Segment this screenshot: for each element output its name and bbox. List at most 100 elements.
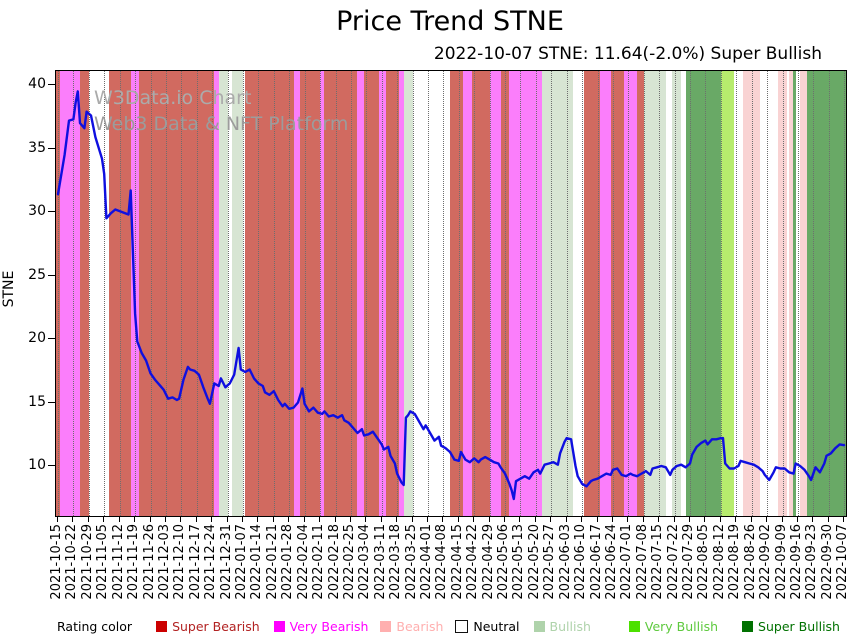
y-tick-mark (48, 211, 55, 212)
y-tick-mark (48, 338, 55, 339)
legend-item-bullish: Bullish (533, 618, 591, 634)
rating-band-bearish (789, 71, 794, 516)
x-tick-mark (488, 516, 490, 522)
legend-label-very_bullish: Very Bullish (644, 618, 719, 634)
x-tick-label: 2022-01-21 (264, 524, 280, 600)
x-tick-label: 2022-03-25 (403, 524, 419, 600)
gridline (212, 71, 214, 516)
plot-area: W3Data.io Chart Web3 Data & NFT Platform (55, 70, 847, 517)
gridline (227, 71, 229, 516)
rating-band-very_bearish (599, 71, 611, 516)
rating-band-super_bearish (364, 71, 380, 516)
x-tick-label: 2022-06-17 (588, 524, 604, 600)
x-tick-label: 2022-03-11 (372, 524, 388, 600)
x-tick-mark (226, 516, 228, 522)
x-tick-mark (319, 516, 320, 522)
x-tick-label: 2022-02-18 (326, 524, 342, 600)
x-tick-label: 2021-10-22 (64, 524, 80, 600)
x-tick-label: 2022-04-22 (465, 524, 481, 600)
gridline (489, 71, 491, 516)
x-tick-mark (766, 516, 767, 522)
gridline (165, 71, 167, 516)
x-tick-label: 2022-01-28 (280, 524, 296, 600)
legend-item-bearish: Bearish (380, 619, 443, 634)
rating-band-very_bearish (60, 71, 80, 516)
x-tick-label: 2021-10-15 (49, 524, 64, 600)
x-tick-mark (473, 516, 475, 522)
gridline (797, 71, 799, 516)
x-tick-mark (149, 516, 151, 522)
x-tick-label: 2021-12-10 (172, 524, 188, 600)
x-tick-mark (164, 516, 166, 522)
x-tick-label: 2022-04-15 (449, 524, 465, 600)
gridline (751, 71, 753, 516)
rating-band-very_bearish (214, 71, 219, 516)
legend-item-super_bullish: Super Bullish (742, 619, 840, 634)
rating-band-very_bearish (623, 71, 638, 516)
x-tick-mark (735, 516, 737, 522)
x-tick-label: 2022-08-26 (742, 524, 758, 600)
x-tick-label: 2022-04-01 (418, 524, 434, 600)
legend-label-bullish: Bullish (549, 618, 591, 634)
rating-band-bullish (672, 71, 682, 516)
gridline (304, 71, 306, 516)
legend-swatch-bearish (380, 620, 392, 632)
x-tick-mark (349, 516, 351, 522)
gridline (181, 71, 183, 516)
x-tick-label: 2022-09-30 (819, 524, 835, 600)
y-tick-label: 40 (28, 76, 46, 92)
legend-item-very_bullish: Very Bullish (628, 618, 719, 634)
gridline (88, 71, 90, 516)
rating-band-super_bearish (471, 71, 490, 516)
x-tick-mark (704, 516, 706, 522)
rating-band-super_bearish (139, 71, 215, 516)
x-tick-mark (257, 516, 259, 522)
gridline (243, 71, 244, 516)
x-tick-label: 2022-02-11 (311, 524, 326, 600)
rating-band-super_bearish (245, 71, 294, 516)
rating-band-bullish (231, 71, 243, 516)
gridline (520, 71, 522, 516)
x-tick-mark (843, 516, 845, 522)
rating-band-very_bearish (463, 71, 472, 516)
gridline (443, 71, 445, 516)
x-tick-mark (57, 516, 58, 522)
x-tick-label: 2022-06-24 (603, 524, 619, 600)
gridline (582, 71, 584, 516)
x-tick-mark (396, 516, 398, 522)
gridline (427, 71, 429, 516)
rating-band-bearish (778, 71, 787, 516)
x-tick-mark (673, 516, 675, 522)
gridline (844, 71, 846, 516)
x-tick-mark (457, 516, 459, 522)
x-tick-mark (272, 516, 274, 522)
x-tick-mark (658, 516, 660, 522)
legend-item-neutral: Neutral (455, 619, 520, 634)
rating-band-very_bullish (720, 71, 734, 516)
x-tick-mark (596, 516, 598, 522)
rating-band-very_bearish (509, 71, 543, 516)
x-tick-label: 2021-12-17 (187, 524, 203, 600)
rating-band-super_bearish (80, 71, 89, 516)
chart-title: Price Trend STNE (336, 6, 564, 37)
rating-band-very_bearish (357, 71, 365, 516)
rating-band-super_bearish (637, 71, 644, 516)
x-tick-label: 2022-10-07 (835, 524, 848, 600)
rating-band-super_bearish (449, 71, 464, 516)
x-tick-label: 2021-12-24 (203, 524, 219, 600)
gridline (273, 71, 275, 516)
x-tick-mark (180, 516, 182, 522)
gridline (350, 71, 352, 516)
x-tick-label: 2022-07-08 (634, 524, 650, 600)
x-tick-mark (365, 516, 367, 522)
gridline (813, 71, 815, 516)
x-tick-mark (519, 516, 521, 522)
x-tick-mark (827, 516, 829, 522)
x-tick-mark (303, 516, 305, 522)
gridline (505, 71, 506, 516)
rating-band-bullish (218, 71, 228, 516)
rating-band-very_bearish (489, 71, 501, 516)
legend-label-super_bearish: Super Bearish (172, 618, 260, 634)
gridline (535, 71, 537, 516)
gridline (782, 71, 784, 516)
